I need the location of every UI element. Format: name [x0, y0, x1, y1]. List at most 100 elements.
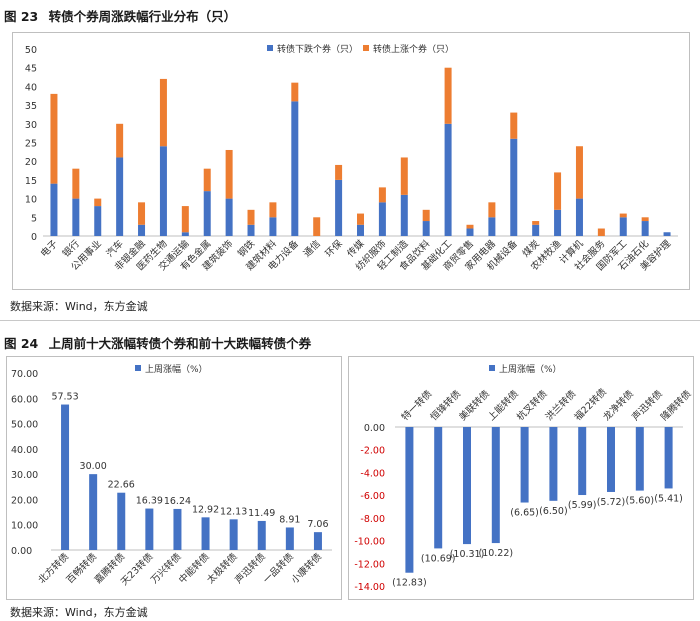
bar-gain: [173, 508, 182, 550]
x-tick-label: 声迅转债: [629, 387, 665, 423]
bar-rise: [138, 202, 146, 225]
bar-rise: [619, 213, 627, 218]
y-tick-label: 5: [31, 213, 37, 224]
legend-label-rise: 转债上涨个券（只）: [373, 43, 454, 55]
bar-decline: [50, 183, 58, 236]
bar-rise: [94, 198, 102, 207]
bar-gain: [117, 492, 126, 550]
bar-decline: [159, 146, 167, 236]
y-tick-label: 60.00: [11, 394, 38, 405]
bar-rise: [203, 168, 211, 192]
bar-rise: [313, 217, 321, 236]
data-label: (5.72): [597, 497, 626, 508]
bar-decline: [116, 157, 124, 236]
bar-rise: [532, 221, 540, 225]
fig23-source: 数据来源：Wind，东方金诚: [10, 300, 148, 313]
bar-decline: [575, 198, 583, 236]
bar-decline: [203, 191, 211, 236]
y-tick-label: 40.00: [11, 445, 38, 456]
fig24-right-panel: 0.00 -2.00 -4.00 -6.00 -8.00 -10.00 -12.00 -14.…: [348, 356, 694, 600]
x-tick-label: 恒锋转债: [428, 387, 464, 423]
data-label: 30.00: [80, 461, 107, 472]
bar-decline: [400, 194, 408, 236]
fig24-title-number: 图 24: [4, 336, 39, 351]
legend-label: 上周涨幅（%）: [499, 363, 562, 375]
bar-decline: [554, 209, 562, 236]
bar-decline: [357, 224, 364, 236]
bar-rise: [444, 67, 452, 124]
bar-loss: [405, 427, 414, 573]
y-tick-label: 0.00: [364, 423, 385, 434]
bar-rise: [247, 209, 255, 225]
y-tick-label: -2.00: [360, 446, 385, 457]
bar-decline: [378, 202, 386, 236]
data-label: (12.83): [392, 578, 427, 589]
fig24-top-losers-chart: 0.00 -2.00 -4.00 -6.00 -8.00 -10.00 -12.00 -14.…: [354, 363, 694, 593]
x-tick-label: 美联转债: [457, 387, 493, 423]
bar-decline: [181, 232, 189, 236]
bar-rise: [72, 168, 80, 199]
fig23-title: 图 23 转债个券周涨跌幅行业分布（只）: [4, 6, 236, 25]
bar-rise: [466, 224, 474, 229]
bar-rise: [181, 206, 189, 233]
bar-decline: [94, 206, 102, 236]
bar-rise: [335, 164, 343, 180]
bar-decline: [225, 198, 233, 236]
y-tick-label: 20: [25, 157, 37, 168]
data-label: 12.92: [192, 504, 219, 515]
x-tick-label: 杭叉转债: [514, 387, 550, 423]
y-tick-label: 0: [31, 232, 37, 243]
y-tick-label: 50: [25, 45, 37, 56]
data-label: 11.49: [248, 508, 275, 519]
fig24-source: 数据来源：Wind，东方金诚: [10, 606, 148, 619]
bar-decline: [444, 123, 452, 236]
y-tick-label: -6.00: [360, 491, 385, 502]
data-label: 16.24: [164, 496, 191, 507]
y-tick-label: -10.00: [354, 537, 385, 548]
legend-swatch-decline: [267, 45, 273, 51]
data-label: 16.39: [136, 496, 163, 507]
y-tick-label: 50.00: [11, 420, 38, 431]
legend-swatch-rise: [363, 45, 369, 51]
y-tick-label: -4.00: [360, 468, 385, 479]
bar-gain: [285, 527, 294, 550]
bar-rise: [378, 187, 386, 203]
bar-rise: [159, 78, 167, 147]
y-tick-label: 10.00: [11, 521, 38, 532]
x-tick-label: 特一转债: [399, 387, 435, 423]
bar-decline: [510, 138, 518, 236]
bar-rise: [225, 149, 233, 199]
fig24-left-panel: 0.00 10.00 20.00 30.00 40.00 50.00 60.00 70.00 上…: [6, 356, 342, 600]
bar-loss: [463, 427, 471, 545]
x-tick-label: 上能转债: [485, 387, 521, 423]
bar-gain: [61, 404, 70, 550]
bar-decline: [269, 217, 277, 236]
bar-decline: [641, 221, 649, 236]
bar-decline: [335, 179, 343, 236]
bar-rise: [357, 213, 364, 225]
bar-gain: [145, 508, 154, 550]
data-label: (6.65): [510, 508, 539, 519]
bar-decline: [138, 224, 146, 236]
fig23-title-text: 转债个券周涨跌幅行业分布（只）: [48, 9, 237, 24]
bar-decline: [247, 224, 255, 236]
x-tick-label: 隆腾转债: [658, 387, 693, 423]
bar-decline: [663, 232, 671, 236]
x-tick-label: 洪兰转债: [543, 387, 579, 423]
y-tick-label: 10: [25, 195, 37, 206]
x-tick-label: 电子: [38, 237, 60, 259]
bar-rise: [488, 202, 496, 218]
y-tick-label: 20.00: [11, 495, 38, 506]
data-label: (10.22): [478, 548, 513, 559]
data-label: (5.41): [654, 493, 683, 504]
legend-swatch: [489, 365, 495, 371]
bar-rise: [50, 93, 58, 184]
fig23-chart-panel: 0 5 10 15 20 25 30 35 40 45 50 电子 银行 公用事业 汽车 非银金融 医药生物 交通…: [12, 32, 690, 290]
bar-gain: [89, 474, 98, 550]
legend-swatch: [135, 365, 141, 371]
bar-loss: [664, 427, 673, 489]
bar-loss: [434, 427, 443, 549]
y-tick-label: 25: [25, 139, 37, 150]
data-label: (5.99): [568, 500, 597, 511]
